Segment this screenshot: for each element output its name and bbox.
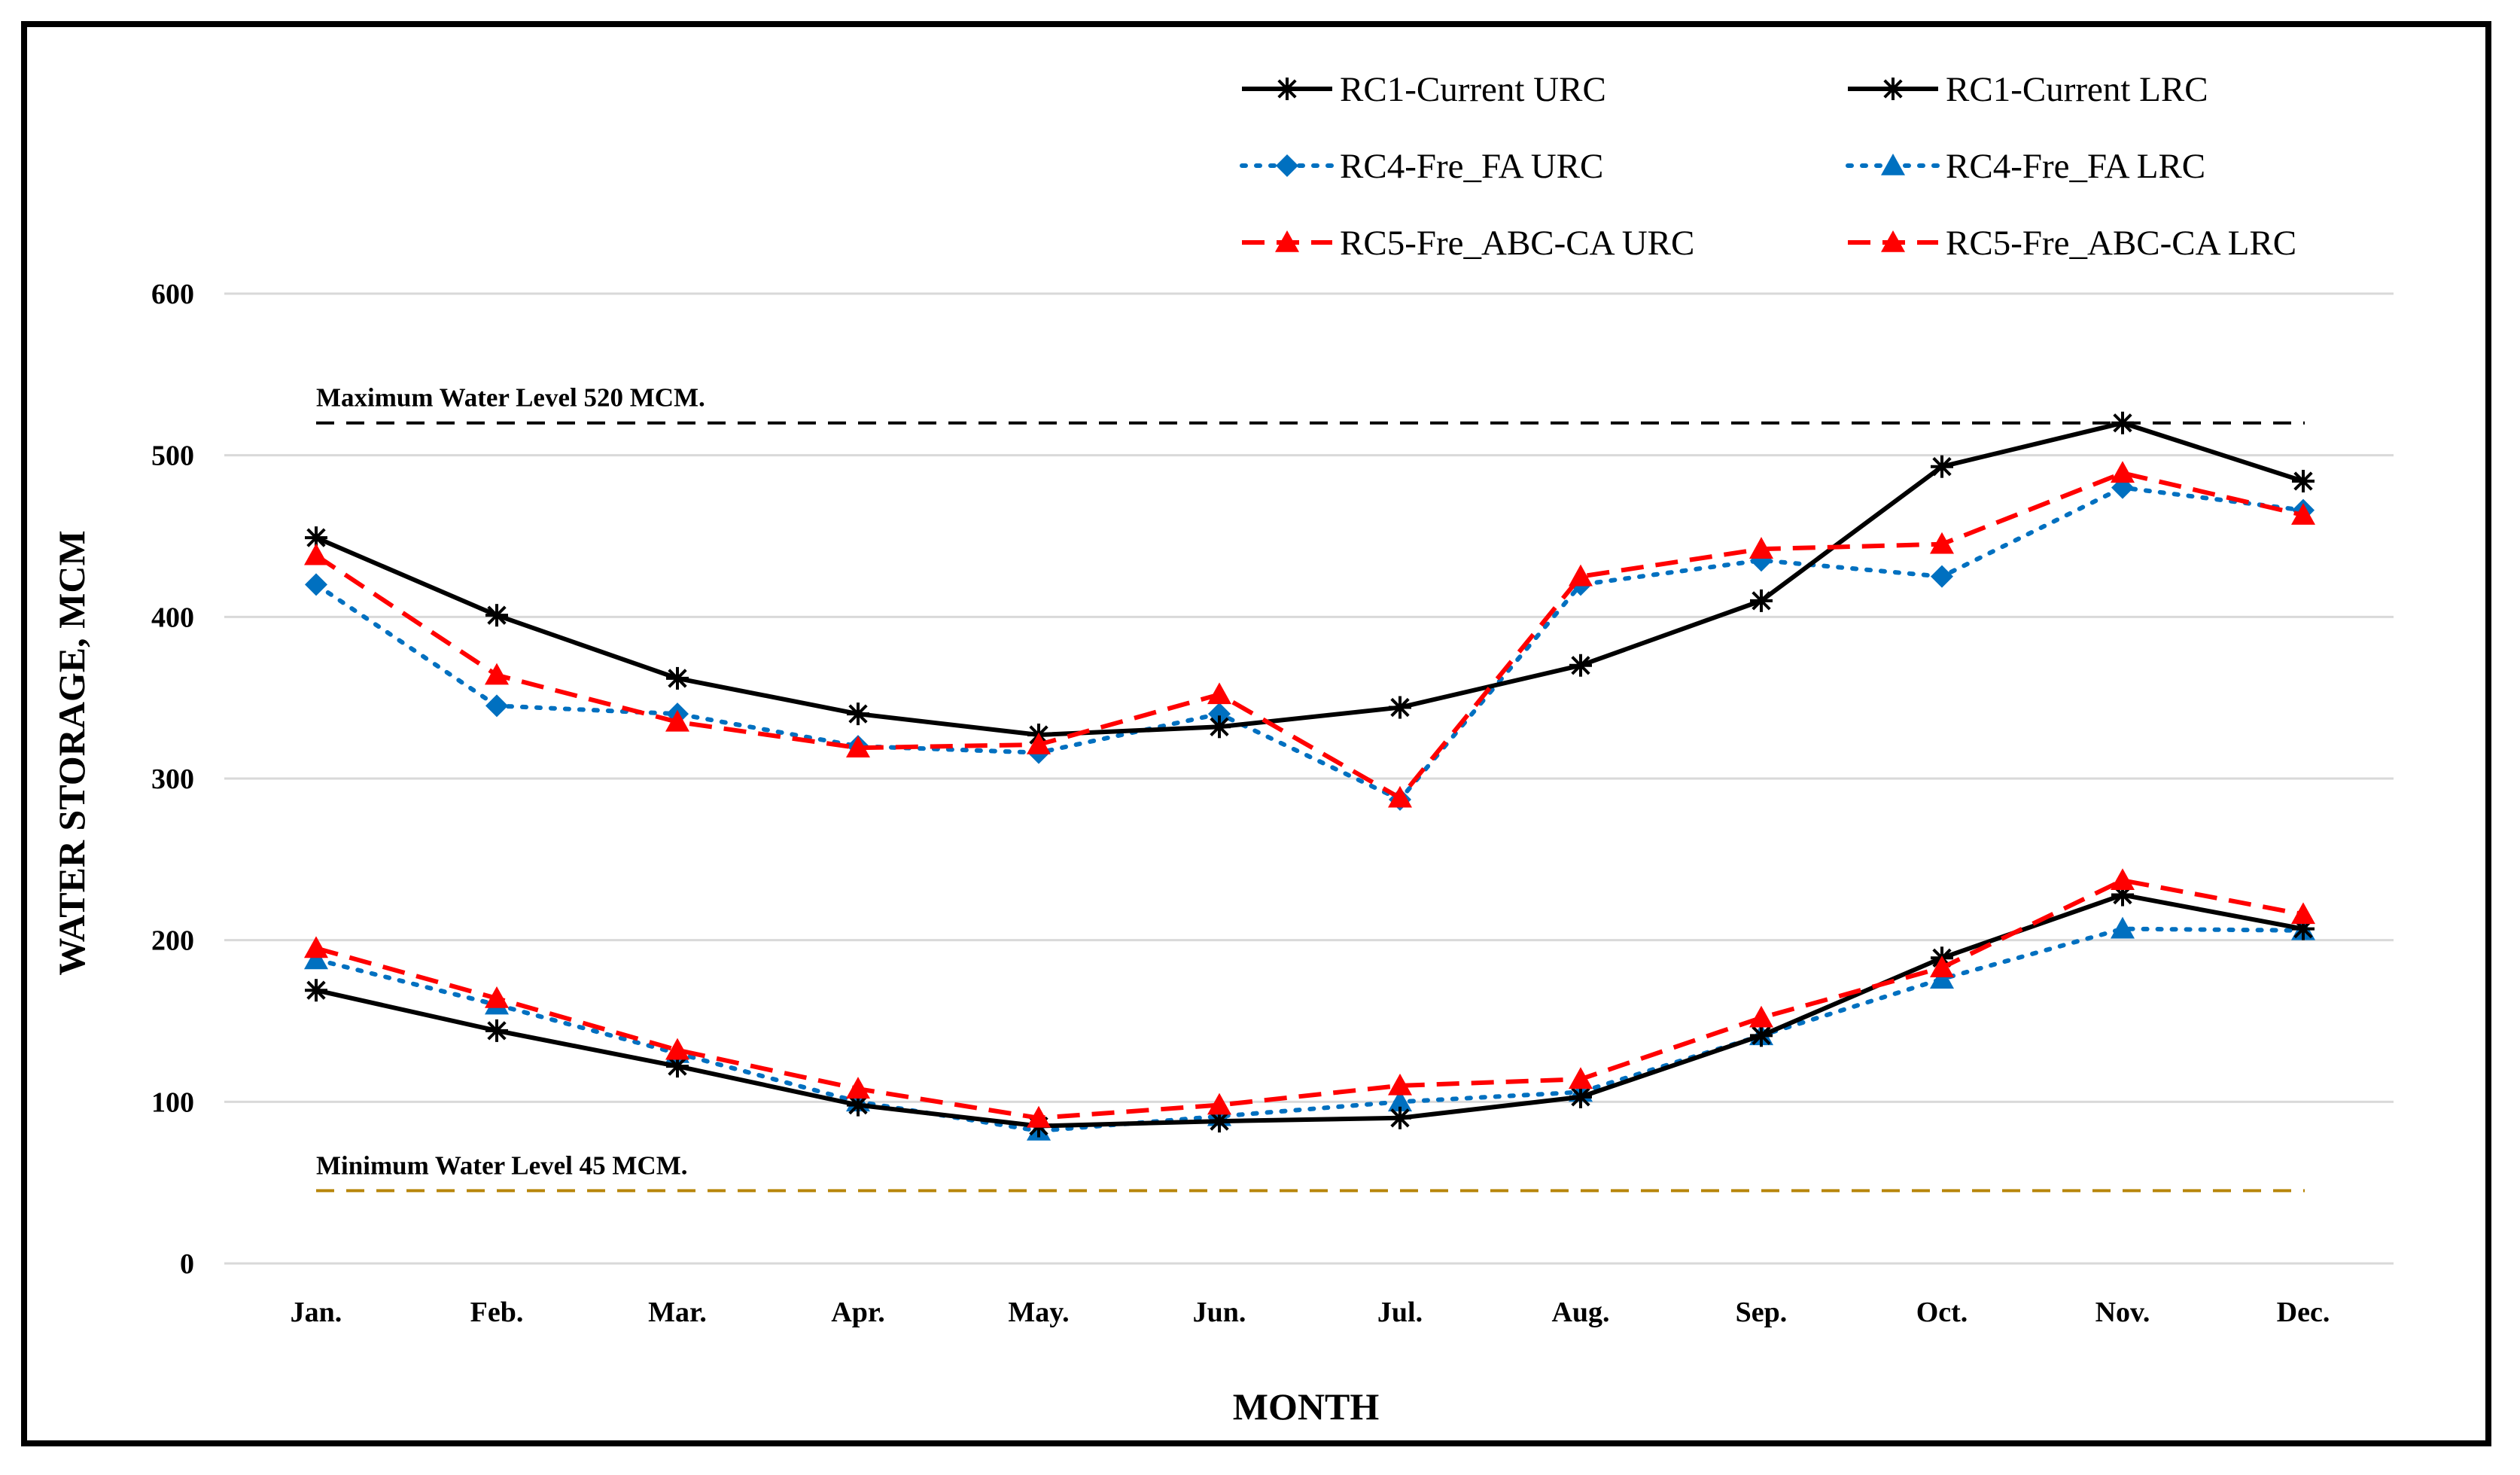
data-point (1208, 715, 1231, 739)
legend-label: RC4-Fre_FA LRC (1946, 147, 2205, 186)
data-point (1275, 230, 1299, 252)
x-tick-label: Jan. (291, 1297, 342, 1328)
y-tick-label: 200 (151, 925, 194, 957)
data-point (2292, 470, 2315, 493)
series-line (314, 485, 2305, 802)
data-point (2111, 411, 2134, 434)
data-point (1388, 1073, 1412, 1096)
data-point (1207, 682, 1231, 705)
data-point (2111, 461, 2135, 483)
x-axis-ticks: Jan. Feb. Mar. Apr. May. Jun. Jul. Aug. Sep. Oct.… (291, 1297, 2330, 1328)
series-line (315, 420, 2304, 738)
data-point (1027, 732, 1051, 754)
data-point (1027, 1105, 1051, 1128)
data-point (2111, 868, 2135, 891)
reference-line-label: Minimum Water Level 45 MCM. (316, 1150, 688, 1180)
data-point (665, 709, 689, 732)
y-axis-title: WATER STORAGE, MCM (50, 530, 93, 975)
x-tick-label: Jul. (1377, 1297, 1423, 1328)
series-line (314, 926, 2305, 1133)
data-point (1931, 455, 1953, 478)
legend-label: RC5-Fre_ABC-CA URC (1340, 224, 1694, 263)
data-point (1207, 1093, 1231, 1115)
x-tick-label: Jun. (1193, 1297, 1246, 1328)
data-point (305, 573, 327, 596)
data-point (1930, 955, 1954, 977)
y-axis-ticks: 0 100 200 300 400 500 600 (151, 279, 194, 1280)
x-tick-label: Sep. (1736, 1297, 1788, 1328)
data-point (1569, 564, 1593, 587)
y-tick-label: 300 (151, 763, 194, 795)
legend-label: RC1-Current LRC (1946, 70, 2208, 109)
data-point (2111, 916, 2135, 939)
y-tick-label: 500 (151, 440, 194, 472)
data-point (485, 694, 508, 718)
data-point (1881, 154, 1905, 175)
data-point (666, 666, 689, 690)
x-tick-label: Nov. (2095, 1297, 2150, 1328)
data-point (846, 1077, 870, 1099)
data-point (665, 1038, 689, 1060)
reference-line-label: Maximum Water Level 520 MCM. (316, 383, 705, 413)
data-point (1931, 565, 1953, 588)
data-point (1276, 78, 1298, 100)
x-tick-label: Aug. (1551, 1297, 1609, 1328)
data-point (1569, 654, 1592, 677)
data-point (1569, 1067, 1593, 1089)
legend-label: RC1-Current URC (1340, 70, 1606, 109)
data-point (1930, 967, 1954, 989)
data-point (2291, 503, 2315, 525)
data-point (304, 543, 328, 565)
series-line (315, 878, 2304, 1120)
legend: RC1-Current URC RC1-Current LRC RC4-Fre_FA… (1240, 70, 2296, 263)
reference-lines: Maximum Water Level 520 MCM. Minimum Wate… (316, 383, 2305, 1193)
data-point (1882, 78, 1904, 100)
gridlines (224, 292, 2394, 1265)
data-point (1389, 696, 1411, 719)
data-point (846, 736, 870, 758)
data-point (1749, 1005, 1773, 1028)
x-tick-label: Apr. (831, 1297, 884, 1328)
data-point (485, 986, 509, 1008)
legend-label: RC5-Fre_ABC-CA LRC (1946, 224, 2296, 263)
x-tick-label: Feb. (470, 1297, 524, 1328)
data-point (485, 1019, 508, 1042)
y-tick-label: 0 (180, 1248, 194, 1280)
data-point (847, 702, 869, 726)
series-line (315, 892, 2304, 1129)
data-point (2291, 902, 2315, 925)
data-point (1389, 1106, 1411, 1129)
data-point (1388, 1089, 1412, 1112)
series-line (315, 471, 2304, 800)
y-tick-label: 400 (151, 602, 194, 633)
data-point (1388, 785, 1412, 808)
data-point (305, 979, 327, 1002)
legend-label: RC4-Fre_FA URC (1340, 147, 1603, 186)
data-point (1750, 1024, 1773, 1047)
data-point (1569, 1085, 1592, 1108)
data-point (304, 936, 328, 958)
x-tick-label: Dec. (2277, 1297, 2330, 1328)
data-point (1749, 537, 1773, 559)
data-point (1750, 589, 1773, 612)
x-tick-label: Oct. (1916, 1297, 1968, 1328)
y-tick-label: 100 (151, 1086, 194, 1118)
data-point (1930, 532, 1954, 554)
data-point (304, 947, 328, 970)
x-tick-label: May. (1008, 1297, 1069, 1328)
x-tick-label: Mar. (648, 1297, 707, 1328)
x-axis-title: MONTH (1233, 1385, 1380, 1428)
data-point (1881, 230, 1905, 252)
data-point (485, 663, 509, 685)
series-lines (304, 411, 2315, 1141)
data-point (485, 604, 508, 627)
y-tick-label: 600 (151, 279, 194, 310)
data-point (1276, 154, 1298, 177)
